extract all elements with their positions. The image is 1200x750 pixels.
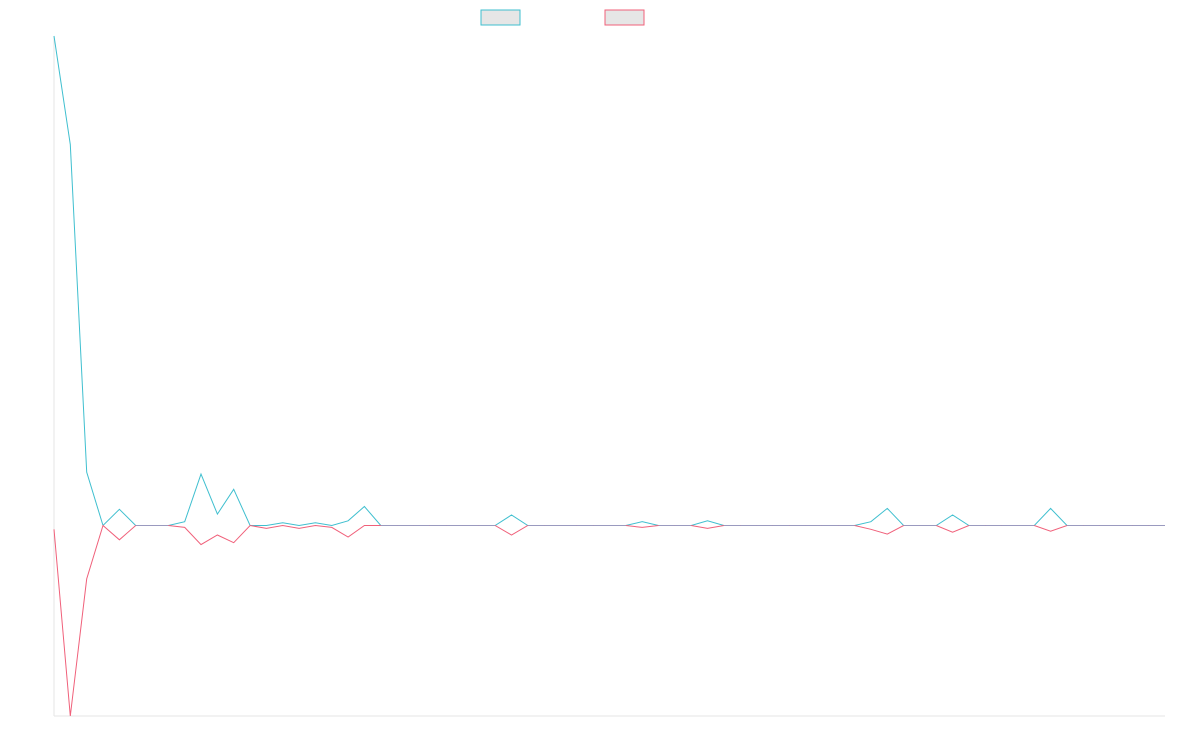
series-line-2 (53, 524, 1165, 717)
series-lines (53, 35, 1165, 717)
series-line-1 (53, 35, 1165, 527)
axes (53, 36, 1165, 717)
legend-swatch-1[interactable] (480, 9, 521, 26)
legend (480, 9, 645, 26)
legend-swatch-2[interactable] (604, 9, 645, 26)
